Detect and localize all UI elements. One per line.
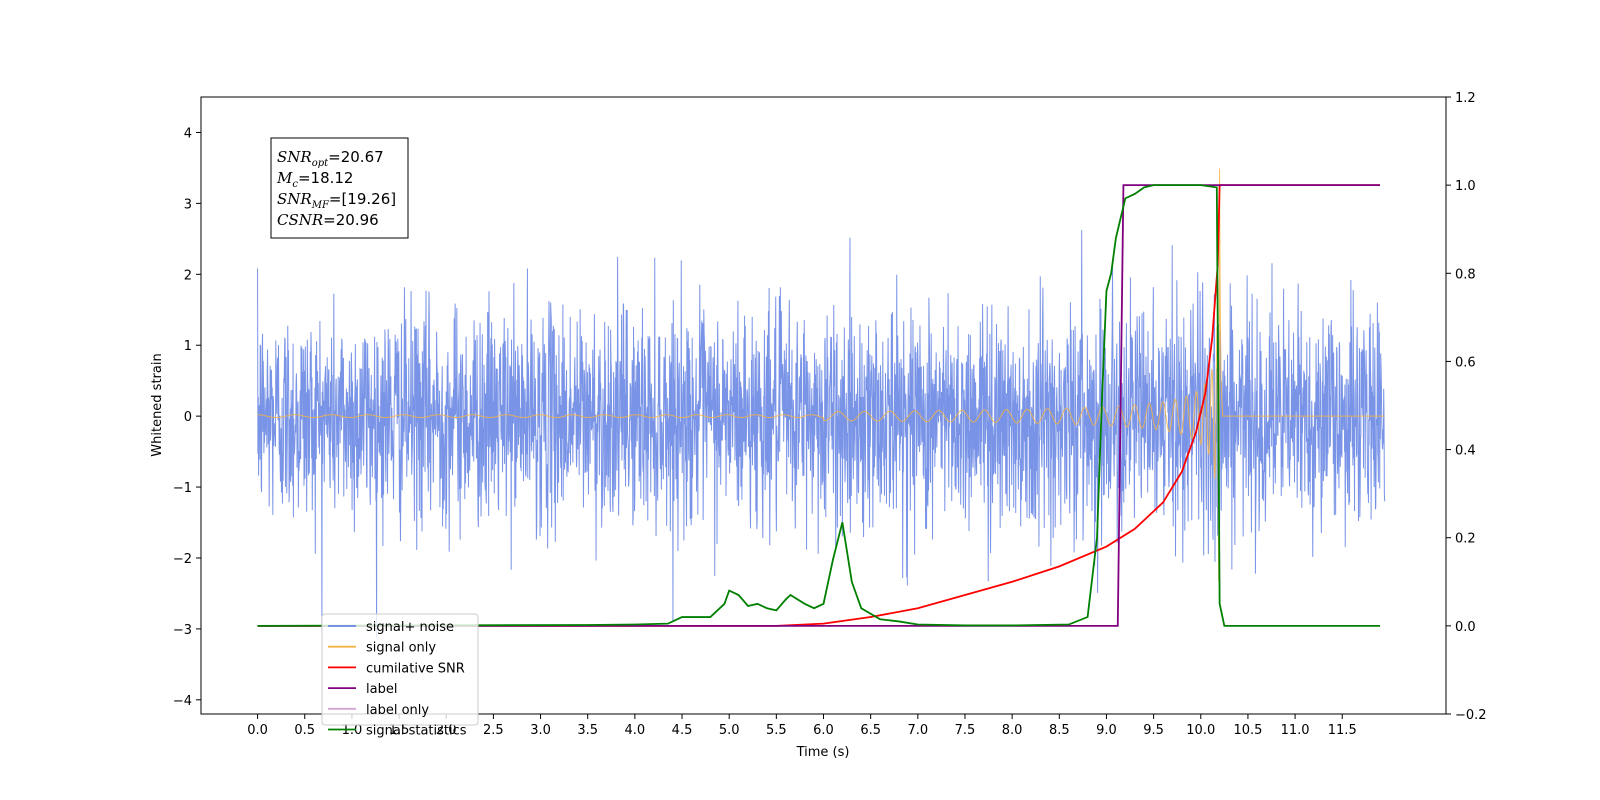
x-tick-label: 9.5 — [1143, 723, 1164, 738]
y-tick-label: 1 — [184, 339, 192, 354]
annotation-subscript: opt — [312, 158, 329, 169]
annotation-subscript: MF — [311, 200, 330, 211]
x-tick-label: 8.5 — [1049, 723, 1070, 738]
series-line-signal-only — [257, 168, 1385, 582]
annotation-value: =20.96 — [323, 211, 379, 229]
legend-label: cumilative SNR — [366, 661, 465, 676]
x-tick-label: 5.0 — [719, 723, 740, 738]
y2-tick-label: 0.2 — [1455, 532, 1476, 547]
legend-label: label — [366, 682, 397, 697]
x-tick-label: 4.5 — [672, 723, 693, 738]
x-tick-label: 0.5 — [294, 723, 315, 738]
x-tick-label: 10.0 — [1186, 723, 1215, 738]
x-tick-label: 8.0 — [1002, 723, 1023, 738]
y2-tick-label: −0.2 — [1455, 708, 1487, 723]
annotation-line: CSNR=20.96 — [277, 211, 379, 229]
annotation-value: =18.12 — [298, 169, 354, 187]
legend-label: signal statistics — [366, 724, 467, 739]
x-tick-label: 4.0 — [625, 723, 646, 738]
x-tick-label: 2.5 — [483, 723, 504, 738]
y-tick-label: 2 — [184, 268, 192, 283]
x-tick-label: 5.5 — [766, 723, 787, 738]
x-tick-label: 6.5 — [860, 723, 881, 738]
x-tick-label: 2.0 — [436, 723, 457, 738]
legend-frame — [321, 613, 479, 726]
y2-tick-label: 0.6 — [1455, 355, 1476, 370]
legend-label: label only — [366, 703, 429, 718]
y-tick-label: −2 — [173, 552, 192, 567]
x-tick-label: 6.0 — [813, 723, 834, 738]
y2-tick-label: 1.0 — [1455, 179, 1476, 194]
y2-tick-label: 1.2 — [1455, 91, 1476, 106]
annotation-line: SNRMF=[19.26] — [277, 190, 396, 211]
x-tick-label: 11.5 — [1328, 723, 1357, 738]
annotation-box: SNRopt=20.67Mc=18.12SNRMF=[19.26]CSNR=20… — [270, 137, 409, 239]
annotation-symbol: M — [276, 169, 293, 187]
x-tick-label: 3.0 — [530, 723, 551, 738]
annotation-frame — [270, 137, 409, 239]
y-tick-label: −4 — [173, 694, 192, 709]
x-tick-label: 11.0 — [1281, 723, 1310, 738]
x-tick-label: 10.5 — [1233, 723, 1262, 738]
annotation-symbol: SNR — [277, 148, 312, 166]
x-tick-label: 3.5 — [577, 723, 598, 738]
y-axis-label: Whitened strain — [150, 353, 165, 456]
series-line-signal-noise — [257, 229, 1386, 639]
y-tick-label: 0 — [184, 410, 192, 425]
y-tick-label: −1 — [173, 481, 192, 496]
legend-label: signal only — [366, 641, 436, 656]
annotation-subscript: c — [292, 179, 298, 190]
y-tick-label: −3 — [173, 623, 192, 638]
annotation-line: Mc=18.12 — [276, 169, 353, 190]
x-tick-label: 9.0 — [1096, 723, 1117, 738]
legend-label: signal+ noise — [366, 620, 454, 635]
y2-tick-label: 0.8 — [1455, 267, 1476, 282]
annotation-line: SNRopt=20.67 — [277, 148, 384, 169]
series-line-signal-statistics — [257, 184, 1380, 627]
legend: signal+ noise signal only cumilative SNR la… — [321, 613, 479, 739]
annotation-symbol: SNR — [277, 190, 312, 208]
y-tick-label: 4 — [184, 126, 192, 141]
x-tick-label: 7.5 — [955, 723, 976, 738]
annotation-value: =[19.26] — [329, 190, 396, 208]
x-tick-label: 0.0 — [247, 723, 268, 738]
annotation-symbol: CSNR — [277, 211, 323, 229]
x-tick-label: 1.0 — [342, 723, 363, 738]
y-tick-label: 3 — [184, 197, 192, 212]
annotation-value: =20.67 — [328, 148, 384, 166]
x-axis-label: Time (s) — [796, 745, 850, 760]
y2-tick-label: 0.4 — [1455, 444, 1476, 459]
y2-tick-label: 0.0 — [1455, 620, 1476, 635]
x-tick-label: 1.5 — [389, 723, 410, 738]
x-tick-label: 7.0 — [907, 723, 928, 738]
